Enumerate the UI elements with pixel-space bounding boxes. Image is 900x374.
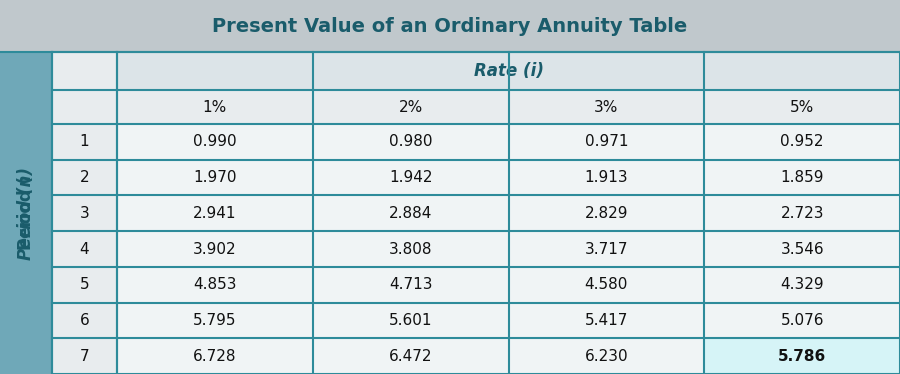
Text: 3.717: 3.717 xyxy=(585,242,628,257)
Bar xyxy=(52,338,117,374)
Bar xyxy=(704,124,900,160)
Text: 0.990: 0.990 xyxy=(194,134,237,149)
Text: Present Value of an Ordinary Annuity Table: Present Value of an Ordinary Annuity Tab… xyxy=(212,16,688,36)
Text: 6.230: 6.230 xyxy=(585,349,628,364)
Bar xyxy=(313,267,508,303)
Text: Period (n): Period (n) xyxy=(17,166,35,260)
Text: 1.942: 1.942 xyxy=(389,170,432,185)
Bar xyxy=(52,52,117,90)
Text: 1: 1 xyxy=(80,134,89,149)
Text: 4: 4 xyxy=(80,242,89,257)
Text: 3%: 3% xyxy=(594,99,618,114)
Text: 5.076: 5.076 xyxy=(780,313,824,328)
Bar xyxy=(704,90,900,124)
Text: 5.601: 5.601 xyxy=(389,313,432,328)
Bar xyxy=(313,231,508,267)
Bar xyxy=(117,231,313,267)
Bar xyxy=(704,160,900,196)
Text: 5%: 5% xyxy=(790,99,815,114)
Bar xyxy=(117,267,313,303)
Text: Rate (i): Rate (i) xyxy=(473,62,544,80)
Text: 2.829: 2.829 xyxy=(585,206,628,221)
Bar xyxy=(52,196,117,231)
Text: 5: 5 xyxy=(80,277,89,292)
Bar xyxy=(704,196,900,231)
Text: 5.786: 5.786 xyxy=(778,349,826,364)
Text: 4.329: 4.329 xyxy=(780,277,824,292)
Bar xyxy=(117,303,313,338)
Bar xyxy=(0,0,900,52)
Bar xyxy=(52,303,117,338)
Bar xyxy=(508,160,704,196)
Text: 2%: 2% xyxy=(399,99,423,114)
Bar xyxy=(52,160,117,196)
Text: 1.970: 1.970 xyxy=(194,170,237,185)
Bar xyxy=(508,90,704,124)
Bar xyxy=(117,160,313,196)
Text: 1%: 1% xyxy=(202,99,227,114)
Text: 3.546: 3.546 xyxy=(780,242,824,257)
Bar xyxy=(117,90,313,124)
Bar xyxy=(117,338,313,374)
Text: 1.913: 1.913 xyxy=(585,170,628,185)
Text: 5.417: 5.417 xyxy=(585,313,628,328)
Text: 0.952: 0.952 xyxy=(780,134,824,149)
Text: 3: 3 xyxy=(79,206,89,221)
Bar xyxy=(313,124,508,160)
Bar xyxy=(313,160,508,196)
Text: 2: 2 xyxy=(80,170,89,185)
Bar xyxy=(52,52,900,90)
Bar xyxy=(52,267,117,303)
Bar xyxy=(508,338,704,374)
Bar xyxy=(117,124,313,160)
Text: 2.941: 2.941 xyxy=(194,206,237,221)
Text: 6: 6 xyxy=(79,313,89,328)
Bar xyxy=(704,267,900,303)
Bar xyxy=(313,303,508,338)
Text: 1.859: 1.859 xyxy=(780,170,824,185)
Bar xyxy=(508,231,704,267)
Bar xyxy=(704,338,900,374)
Text: 4.580: 4.580 xyxy=(585,277,628,292)
Text: 0.980: 0.980 xyxy=(389,134,432,149)
Bar xyxy=(0,52,52,374)
Text: 0.971: 0.971 xyxy=(585,134,628,149)
Text: 6.472: 6.472 xyxy=(389,349,432,364)
Bar xyxy=(313,196,508,231)
Text: 4.713: 4.713 xyxy=(389,277,432,292)
Bar xyxy=(508,303,704,338)
Bar xyxy=(52,124,117,160)
Bar xyxy=(52,231,117,267)
Text: Period (: Period ( xyxy=(17,176,35,250)
Bar xyxy=(508,196,704,231)
Text: 2.884: 2.884 xyxy=(389,206,432,221)
Bar xyxy=(117,196,313,231)
Bar xyxy=(508,124,704,160)
Text: 5.795: 5.795 xyxy=(194,313,237,328)
Bar xyxy=(313,338,508,374)
Bar xyxy=(52,90,117,124)
Text: 7: 7 xyxy=(80,349,89,364)
Text: 3.902: 3.902 xyxy=(194,242,237,257)
Bar xyxy=(508,267,704,303)
Bar xyxy=(704,303,900,338)
Bar xyxy=(704,231,900,267)
Bar xyxy=(313,90,508,124)
Text: 2.723: 2.723 xyxy=(780,206,824,221)
Text: 4.853: 4.853 xyxy=(194,277,237,292)
Text: 3.808: 3.808 xyxy=(389,242,432,257)
Text: 6.728: 6.728 xyxy=(194,349,237,364)
